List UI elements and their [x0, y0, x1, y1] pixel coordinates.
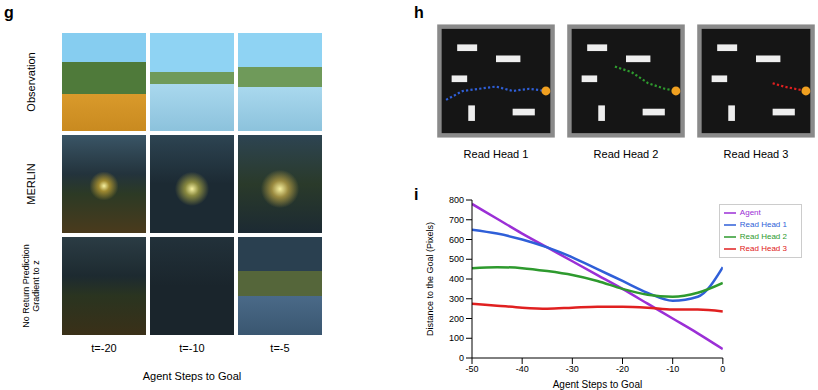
html-text:t=-10: t=-10 — [179, 342, 205, 354]
svg-text:Agent Steps to Goal: Agent Steps to Goal — [553, 379, 643, 390]
html-text:Read Head 1: Read Head 1 — [463, 148, 529, 160]
svg-text:-30: -30 — [566, 364, 579, 374]
svg-text:Distance to the Goal (Pixels): Distance to the Goal (Pixels) — [425, 222, 435, 336]
html-text:i: i — [414, 186, 419, 203]
svg-text:0: 0 — [720, 364, 725, 374]
svg-text:600: 600 — [449, 235, 464, 245]
svg-text:700: 700 — [449, 215, 464, 225]
html-text:h: h — [414, 4, 424, 21]
html-text:Agent: Agent — [739, 208, 761, 218]
svg-text:200: 200 — [449, 314, 464, 324]
html-text:Read Head 2: Read Head 2 — [593, 148, 659, 160]
html-text:Agent Steps to Goal: Agent Steps to Goal — [142, 370, 242, 382]
svg-text:800: 800 — [449, 195, 464, 205]
html-text:t=-5: t=-5 — [270, 342, 290, 354]
svg-text:300: 300 — [449, 294, 464, 304]
svg-text:-20: -20 — [616, 364, 629, 374]
html-text:Read Head 3: Read Head 3 — [723, 148, 789, 160]
html-text:Observation: Observation — [24, 52, 37, 112]
svg-text:100: 100 — [449, 333, 464, 343]
html-text:Read Head 3: Read Head 3 — [739, 244, 787, 254]
html-text:t=-20: t=-20 — [91, 342, 117, 354]
svg-text:-10: -10 — [666, 364, 679, 374]
svg-text:400: 400 — [449, 274, 464, 284]
html-text:Read Head 1: Read Head 1 — [739, 220, 787, 230]
svg-text:-40: -40 — [516, 364, 529, 374]
html-text:No Return Prediction Gradient: No Return Prediction Gradient to z — [20, 244, 41, 328]
svg-text:500: 500 — [449, 254, 464, 264]
svg-text:-50: -50 — [465, 364, 478, 374]
html-text:MERLIN: MERLIN — [24, 163, 37, 205]
html-text:g: g — [4, 4, 14, 21]
html-text:Read Head 2: Read Head 2 — [739, 232, 787, 242]
svg-text:0: 0 — [459, 353, 464, 363]
